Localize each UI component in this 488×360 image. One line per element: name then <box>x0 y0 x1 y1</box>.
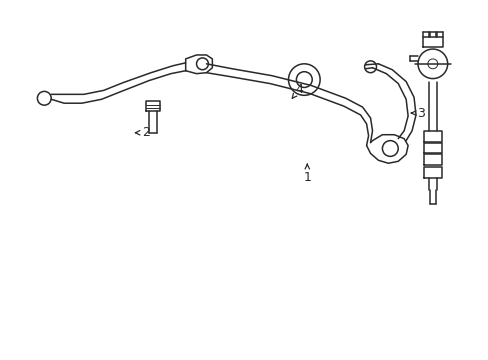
Text: 1: 1 <box>303 164 310 184</box>
Text: 4: 4 <box>292 83 303 98</box>
Text: 3: 3 <box>410 107 424 120</box>
Text: 2: 2 <box>135 126 150 139</box>
